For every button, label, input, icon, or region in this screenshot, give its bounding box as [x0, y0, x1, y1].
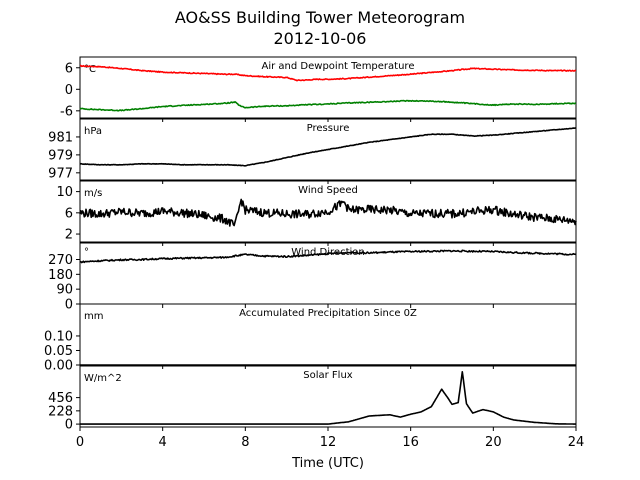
ytick-label-wind_speed: 6	[65, 206, 73, 221]
chart-title: AO&SS Building Tower Meteorogram	[174, 8, 466, 27]
x-axis-label: Time (UTC)	[291, 456, 364, 471]
series-line-pressure-0	[79, 127, 577, 167]
xtick-label: 12	[320, 435, 337, 450]
series-line-wind_dir-0	[79, 249, 577, 264]
xtick-label: 8	[241, 435, 249, 450]
ytick-label-precip: 0.05	[44, 344, 73, 359]
series-line-solar-0	[80, 370, 576, 425]
panel-unit-wind_speed: m/s	[84, 188, 102, 199]
xtick-label: 4	[159, 435, 167, 450]
panel-title-solar: Solar Flux	[303, 370, 353, 381]
xtick-label: 20	[485, 435, 502, 450]
ytick-label-temp: 6	[65, 61, 73, 76]
ytick-label-wind_speed: 2	[65, 228, 73, 243]
panel-unit-precip: mm	[84, 311, 103, 322]
ytick-label-wind_dir: 0	[65, 298, 73, 313]
panel-title-wind_speed: Wind Speed	[298, 185, 358, 196]
ytick-label-wind_dir: 180	[48, 268, 73, 283]
panel-title-precip: Accumulated Precipitation Since 0Z	[239, 308, 417, 319]
ytick-label-precip: 0.10	[44, 329, 73, 344]
ytick-label-solar: 456	[48, 391, 73, 406]
panel-unit-solar: W/m^2	[84, 373, 122, 384]
panel-unit-pressure: hPa	[84, 126, 102, 137]
ytick-label-pressure: 979	[48, 148, 73, 163]
series-line-wind_speed-0	[79, 198, 577, 227]
ytick-label-temp: -6	[60, 104, 73, 119]
ytick-label-wind_speed: 10	[56, 185, 73, 200]
chart-subtitle: 2012-10-06	[273, 29, 367, 48]
ytick-label-wind_dir: 90	[56, 283, 73, 298]
series-line-temp-0	[80, 64, 577, 82]
ytick-label-solar: 228	[48, 404, 73, 419]
ytick-label-precip: 0.00	[44, 359, 73, 374]
xtick-label: 16	[402, 435, 419, 450]
panel-title-pressure: Pressure	[307, 123, 350, 134]
ytick-label-temp: 0	[65, 83, 73, 98]
panel-unit-wind_dir: °	[84, 247, 89, 258]
ytick-label-solar: 0	[65, 418, 73, 433]
xtick-label: 0	[76, 435, 84, 450]
ytick-label-pressure: 981	[48, 130, 73, 145]
panel-title-temp: Air and Dewpoint Temperature	[262, 61, 415, 72]
series-line-temp-1	[79, 99, 577, 112]
ytick-label-wind_dir: 270	[48, 253, 73, 268]
panel-unit-temp: °C	[84, 64, 96, 75]
xtick-label: 24	[568, 435, 585, 450]
ytick-label-pressure: 977	[48, 166, 73, 181]
